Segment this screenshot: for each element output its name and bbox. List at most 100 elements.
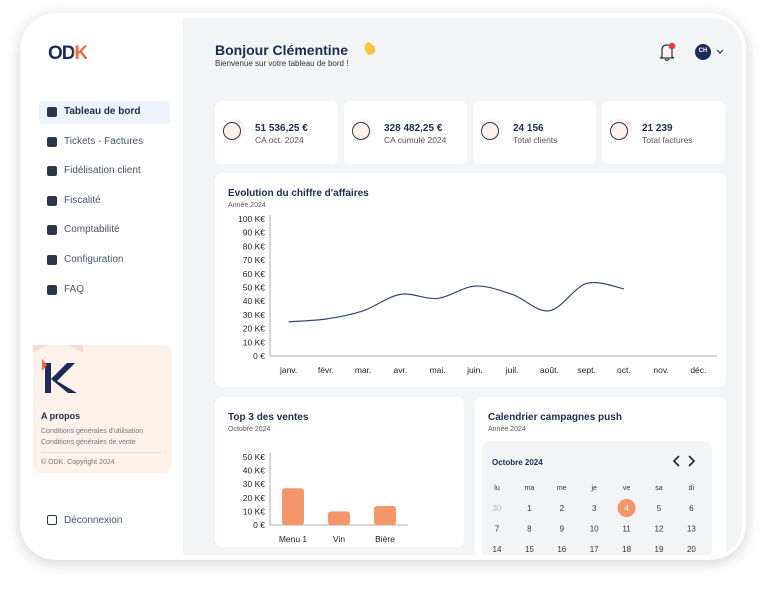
weekday: lu [494,485,500,492]
y-tick-label: 30 K€ [243,310,265,320]
bar [328,511,350,525]
kpi-value: 24 156 [513,123,544,134]
x-tick-label: déc. [690,365,706,375]
x-tick-label: juil. [505,365,519,375]
day[interactable]: 30 [493,504,502,513]
chart-title: Calendrier campagnes push [488,412,622,423]
y-tick-label: 40 K€ [243,296,265,306]
kpi-label: Total clients [513,135,558,145]
day[interactable]: 20 [687,545,696,554]
logo: ODK [48,43,88,64]
day[interactable]: 11 [622,525,631,534]
nav-active-bg [39,101,170,124]
x-tick-label: Menu 1 [279,534,308,544]
kpi-label: CA oct. 2024 [255,135,304,145]
bell[interactable] [659,44,675,62]
calendar-month: Octobre 2024 [492,458,543,467]
day[interactable]: 10 [590,525,599,534]
x-tick-label: Vin [333,534,345,544]
chevron[interactable] [716,49,724,54]
day[interactable]: 9 [560,525,565,534]
y-tick-label: 80 K€ [243,241,265,251]
nav-item[interactable]: Fiscalité [64,194,101,206]
greeting: Bonjour Clémentine [215,42,349,58]
about-link[interactable]: Conditions générales d'utilisation [41,428,144,435]
y-tick-label: 30 K€ [243,479,265,489]
prev-arrow[interactable] [672,455,680,467]
y-tick-label: 70 K€ [243,255,265,265]
y-tick-label: 50 K€ [243,452,265,462]
y-tick-label: 10 K€ [243,506,265,516]
nav-item[interactable]: FAQ [64,283,85,295]
x-tick-label: oct. [617,365,631,375]
day[interactable]: 3 [592,504,597,513]
logout[interactable]: Déconnexion [64,515,123,526]
y-tick-label: 20 K€ [243,493,265,503]
about-link[interactable]: Conditions générales de vente [41,439,136,446]
avatar[interactable] [695,44,711,60]
about-logo [33,345,83,393]
day[interactable]: 5 [657,504,662,513]
weekday: me [557,485,567,492]
day[interactable]: 12 [655,525,664,534]
nav-item[interactable]: Tableau de bord [64,106,141,117]
nav-icon [47,225,57,236]
x-tick-label: janv. [279,365,297,375]
kpi-label: CA cumulé 2024 [384,135,447,145]
day[interactable]: 4 [624,504,629,513]
kpi-icon [223,122,241,140]
day[interactable]: 13 [687,525,696,534]
revenue-card [215,173,726,387]
y-tick-label: 60 K€ [243,269,265,279]
x-tick-label: févr. [318,365,334,375]
bar [282,488,304,525]
avatar-initials: CH [698,48,708,54]
day[interactable]: 14 [493,545,502,554]
logout-icon [47,515,57,525]
weekday: sa [655,485,663,492]
day[interactable]: 8 [527,525,532,534]
day[interactable]: 1 [527,504,532,513]
weekday: ve [623,485,631,492]
separator [41,452,161,453]
nav-icon [47,195,57,206]
about-card [33,345,172,473]
day[interactable]: 6 [689,504,694,513]
chart-subtitle: Année 2024 [228,202,266,209]
next-arrow[interactable] [688,455,696,467]
day[interactable]: 7 [495,525,500,534]
y-tick-label: 10 K€ [243,337,265,347]
nav-icon [47,107,57,117]
kpi-value: 51 536,25 € [255,123,308,134]
y-tick-label: 100 K€ [238,214,265,224]
selected-day [617,499,636,517]
x-tick-label: Bière [375,534,395,544]
kpi-icon [481,122,499,140]
x-tick-label: août. [540,365,559,375]
day[interactable]: 2 [560,504,565,513]
y-tick-label: 90 K€ [243,228,265,238]
subtitle: Bienvenue sur votre tableau de bord ! [215,59,349,68]
y-tick-label: 40 K€ [243,466,265,476]
day[interactable]: 18 [622,545,631,554]
x-tick-label: mar. [355,365,372,375]
nav-item[interactable]: Fidélisation client [64,165,141,177]
bar [374,505,396,525]
day[interactable]: 15 [525,545,534,554]
y-tick-label: 20 K€ [243,324,265,334]
y-tick-label: 50 K€ [243,283,265,293]
copyright: © ODK. Copyright 2024 [41,459,115,466]
kpi-value: 21 239 [642,123,673,134]
nav-item[interactable]: Tickets - Factures [64,135,144,147]
x-tick-label: nov. [653,365,668,375]
day[interactable]: 19 [655,545,664,554]
about-title: A propos [41,411,81,421]
nav-item[interactable]: Comptabilité [64,224,120,236]
day[interactable]: 16 [557,545,566,554]
day[interactable]: 17 [590,545,599,554]
y-tick-label: 0 € [253,520,265,530]
nav-item[interactable]: Configuration [64,254,124,265]
